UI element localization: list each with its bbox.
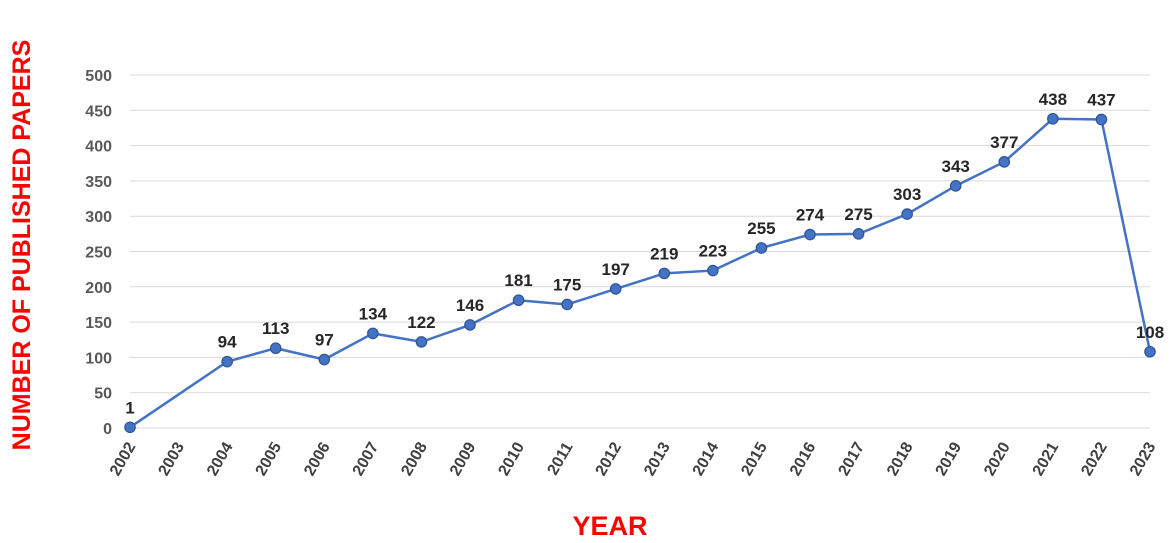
x-tick-label: 2020 <box>981 439 1014 478</box>
x-tick-label: 2019 <box>933 439 966 478</box>
data-label-2005: 113 <box>262 319 289 338</box>
y-tick-label: 50 <box>94 386 112 403</box>
x-tick-label: 2022 <box>1078 439 1111 478</box>
y-tick-label: 500 <box>85 68 112 85</box>
data-label-2008: 122 <box>407 313 435 332</box>
data-label-2010: 181 <box>504 271 532 290</box>
data-point-2014 <box>707 264 719 277</box>
data-point-2016 <box>804 228 816 241</box>
data-point-2008 <box>415 336 428 348</box>
data-point-2005 <box>269 342 282 355</box>
data-point-2006 <box>318 353 331 366</box>
x-tick-label: 2003 <box>156 439 189 478</box>
x-tick-label: 2012 <box>593 439 626 478</box>
y-tick-label: 350 <box>85 174 112 191</box>
x-tick-label: 2005 <box>253 439 286 478</box>
data-point-2004 <box>221 355 233 368</box>
series-line <box>129 117 1152 429</box>
x-tick-label: 2015 <box>738 439 771 478</box>
x-tick-label: 2016 <box>787 439 820 478</box>
data-point-2015 <box>755 242 768 254</box>
x-axis-title: YEAR <box>572 511 647 541</box>
x-tick-label: 2021 <box>1030 439 1063 478</box>
data-label-2020: 377 <box>990 133 1018 152</box>
x-tick-label: 2006 <box>301 439 334 478</box>
y-tick-label: 450 <box>85 103 112 120</box>
y-tick-label: 250 <box>85 245 112 262</box>
data-label-2007: 134 <box>359 304 388 323</box>
x-tick-label: 2018 <box>884 439 917 478</box>
y-tick-label: 400 <box>85 139 112 156</box>
x-tick-label: 2010 <box>496 439 529 478</box>
data-label-2019: 343 <box>942 157 970 176</box>
y-tick-label: 300 <box>85 209 112 226</box>
data-point-2011 <box>561 298 573 311</box>
data-label-2013: 219 <box>650 244 678 263</box>
data-label-2009: 146 <box>456 296 484 315</box>
data-point-2018 <box>901 208 913 220</box>
data-label-2016: 274 <box>796 206 825 225</box>
data-label-2004: 94 <box>218 333 237 352</box>
data-label-2012: 197 <box>602 260 630 279</box>
data-label-2018: 303 <box>893 185 921 204</box>
data-label-2022: 437 <box>1087 90 1115 109</box>
data-point-2002 <box>124 421 136 434</box>
data-label-2015: 255 <box>747 219 775 238</box>
data-label-2023: 108 <box>1136 323 1164 342</box>
x-tick-label: 2013 <box>641 439 674 478</box>
x-tick-label: 2009 <box>447 439 480 478</box>
x-tick-label: 2017 <box>836 439 869 478</box>
y-tick-label: 200 <box>85 280 112 297</box>
data-label-2017: 275 <box>844 205 872 224</box>
data-point-2013 <box>658 267 671 280</box>
data-label-2021: 438 <box>1039 90 1067 109</box>
data-label-2014: 223 <box>699 242 727 261</box>
data-point-2022 <box>1095 113 1108 126</box>
x-tick-label: 2004 <box>204 439 237 478</box>
data-point-2019 <box>949 180 962 192</box>
data-point-2021 <box>1047 112 1059 125</box>
series-group <box>124 112 1156 434</box>
x-tick-label: 2002 <box>107 439 140 478</box>
x-tick-labels: 2002 2003 2004 2005 2006 2007 2008 2009 2010 2011… <box>107 439 1160 478</box>
y-axis-title: NUMBER OF PUBLISHED PAPERS <box>8 40 36 451</box>
data-point-2017 <box>852 228 865 240</box>
data-label-2011: 175 <box>553 275 581 294</box>
y-tick-label: 0 <box>103 421 112 438</box>
x-tick-label: 2008 <box>398 439 431 478</box>
data-labels: 1 94 113 97 134 122 146 181 175 197 219 223 255 274 27… <box>125 90 1164 418</box>
y-tick-labels: 0 50 100 150 200 250 300 350 400 450 500 <box>85 68 112 438</box>
data-label-2006: 97 <box>315 331 334 350</box>
x-tick-label: 2014 <box>690 439 723 478</box>
data-point-2023 <box>1144 345 1156 358</box>
x-tick-label: 2023 <box>1127 439 1160 478</box>
data-label-2002: 1 <box>125 398 134 417</box>
gridlines <box>130 74 1150 429</box>
y-tick-label: 100 <box>85 350 112 367</box>
y-tick-label: 150 <box>85 315 112 332</box>
data-point-2009 <box>464 319 476 331</box>
data-point-2010 <box>512 294 525 307</box>
data-point-2012 <box>609 283 622 295</box>
x-tick-label: 2007 <box>350 439 383 478</box>
x-tick-label: 2011 <box>545 439 577 478</box>
data-point-2020 <box>998 156 1011 168</box>
data-point-2007 <box>367 327 379 340</box>
